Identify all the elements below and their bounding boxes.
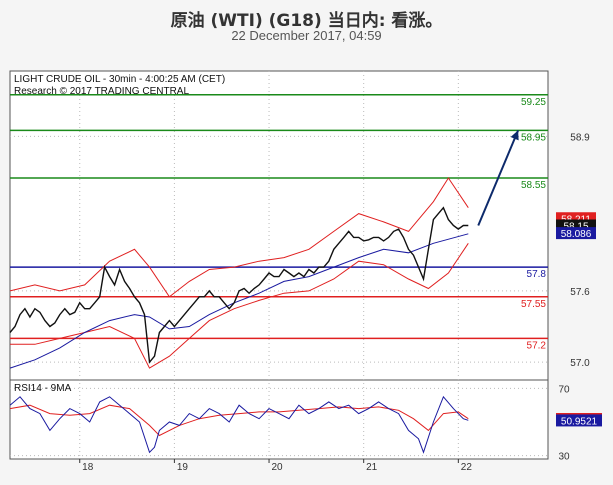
bollinger-lower-line	[10, 243, 469, 369]
x-tick-label: 22	[461, 462, 473, 473]
x-tick-label: 18	[82, 462, 94, 473]
price-badge-label: 58.15	[563, 222, 588, 233]
rsi-badge-label: 50.9521	[561, 416, 598, 427]
rsi-y-tick-label: 70	[558, 384, 570, 395]
rsi-ma-line	[9, 404, 469, 437]
price-badge	[556, 227, 596, 240]
price-caption-line2: Research © 2017 TRADING CENTRAL	[14, 86, 189, 97]
chart-subtitle: 22 December 2017, 04:59	[231, 28, 382, 43]
x-tick-label: 20	[271, 462, 283, 473]
level-label: 59.25	[521, 97, 546, 108]
x-tick-label: 19	[177, 462, 189, 473]
price-caption-line1: LIGHT CRUDE OIL - 30min - 4:00:25 AM (CE…	[14, 74, 225, 85]
level-label: 57.8	[527, 269, 547, 280]
rsi-y-tick-label: 30	[558, 452, 570, 463]
level-label: 58.95	[521, 132, 546, 143]
x-tick-label: 21	[366, 462, 378, 473]
rsi-line	[9, 395, 469, 454]
forecast-arrow-shaft	[477, 130, 520, 226]
moving-average-line	[9, 233, 469, 369]
price-y-tick-label: 57.6	[570, 287, 590, 298]
forecast-arrow-head	[510, 130, 519, 141]
price-badge-label: 58.086	[561, 229, 592, 240]
price-y-tick-label: 58.9	[570, 132, 590, 143]
bollinger-upper-line	[9, 177, 469, 298]
level-label: 57.55	[521, 299, 546, 310]
price-y-tick-label: 57.0	[570, 358, 590, 369]
level-label: 58.55	[521, 180, 546, 191]
level-label: 57.2	[527, 340, 547, 351]
rsi-badge	[556, 414, 602, 427]
price-line	[9, 206, 469, 364]
rsi-caption: RSI14 - 9MA	[14, 383, 72, 394]
chart-title: 原油 (WTI) (G18) 当日内: 看涨。	[170, 11, 443, 31]
